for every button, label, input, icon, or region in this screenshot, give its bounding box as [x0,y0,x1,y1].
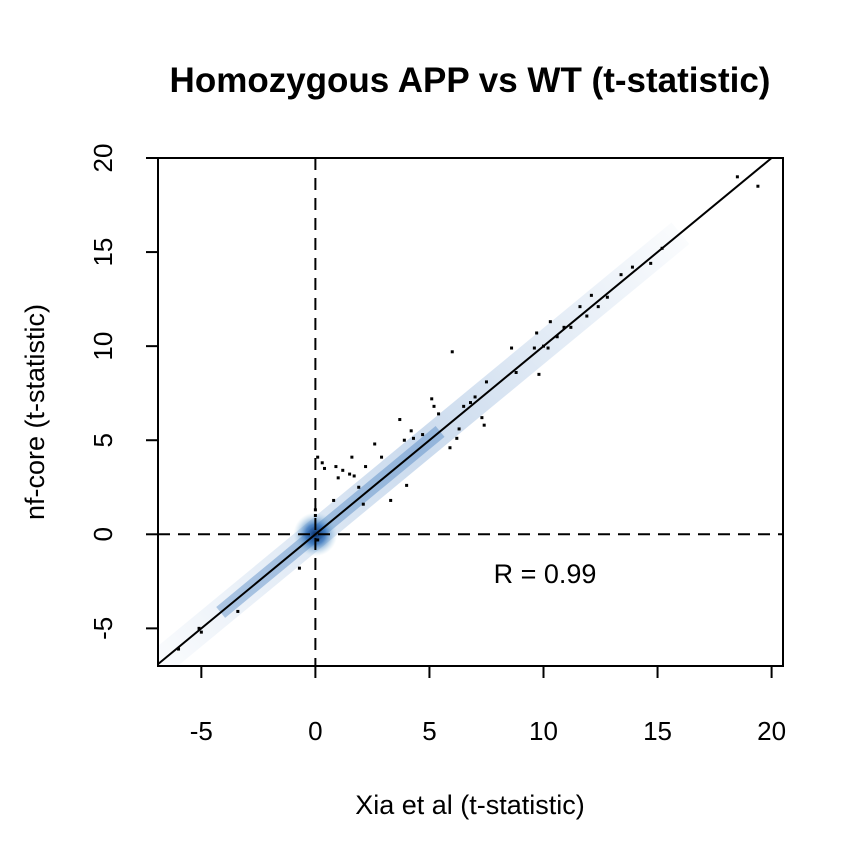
data-point [562,325,566,329]
y-axis-label: nf-core (t-statistic) [20,304,50,520]
data-point [332,498,336,502]
data-point [402,438,406,442]
data-point [398,418,402,422]
data-point [514,370,518,374]
identity-line [158,158,773,665]
data-point [585,314,589,318]
y-tick-label: 15 [88,238,118,267]
data-point [334,465,338,469]
y-tick-label: 20 [88,144,118,173]
data-point [649,261,653,265]
data-point [569,325,573,329]
x-tick-label: 15 [643,716,672,746]
data-point [437,412,441,416]
data-point [555,335,559,339]
data-point [341,468,345,472]
data-point [389,498,393,502]
correlation-annotation: R = 0.99 [494,559,597,589]
data-point [448,446,452,450]
data-point [409,429,413,433]
data-point [541,344,545,348]
data-point [605,295,609,299]
data-point [323,466,327,470]
data-point [462,404,466,408]
data-point [619,273,623,277]
x-tick-label: 5 [422,716,436,746]
data-point [535,331,539,335]
data-point [430,397,434,401]
y-tick-label: 0 [88,527,118,541]
x-axis-label: Xia et al (t-statistic) [355,790,585,820]
data-point [457,427,461,431]
x-tick-label: 0 [308,716,322,746]
data-point [357,485,361,489]
data-point [380,455,384,459]
data-point [316,455,320,459]
data-point [313,508,317,512]
data-point [660,246,664,250]
data-point [320,461,324,465]
chart-title: Homozygous APP vs WT (t-statistic) [170,61,771,100]
y-tick-label: 5 [88,433,118,447]
data-point [630,265,634,269]
data-point [432,404,436,408]
data-point [473,395,477,399]
data-point [199,630,203,634]
data-point [373,442,377,446]
data-point [421,433,425,437]
data-point [350,455,354,459]
y-tick-label: 10 [88,332,118,361]
data-point [484,380,488,384]
x-tick-label: 10 [529,716,558,746]
data-point [510,346,514,350]
data-point [361,502,365,506]
data-point [532,346,536,350]
data-point [578,305,582,309]
data-point [297,566,301,570]
data-point [236,609,240,613]
data-point [756,184,760,188]
data-point [316,538,320,542]
data-point [348,472,352,476]
y-tick-label: -5 [88,617,118,640]
data-point [735,175,739,179]
data-point [411,436,415,440]
data-point [455,436,459,440]
data-point [548,320,552,324]
data-point [450,350,454,354]
data-point [537,372,541,376]
x-tick-label: 20 [757,716,786,746]
data-point [482,423,486,427]
data-point [177,647,181,651]
data-point [546,346,550,350]
data-point [589,293,593,297]
data-point [197,626,201,630]
x-axis: -5 0 5 10 15 20 [190,666,786,746]
data-point [313,513,317,517]
y-axis: -5 0 5 10 15 20 [88,144,158,640]
data-point [596,305,600,309]
x-tick-label: -5 [190,716,213,746]
data-point [480,416,484,420]
data-point [336,476,340,480]
data-point [364,465,368,469]
plot-frame [157,157,784,667]
data-point [405,483,409,487]
reference-lines [158,158,783,666]
data-points [177,175,760,651]
data-point [469,401,472,405]
data-point [352,474,356,478]
